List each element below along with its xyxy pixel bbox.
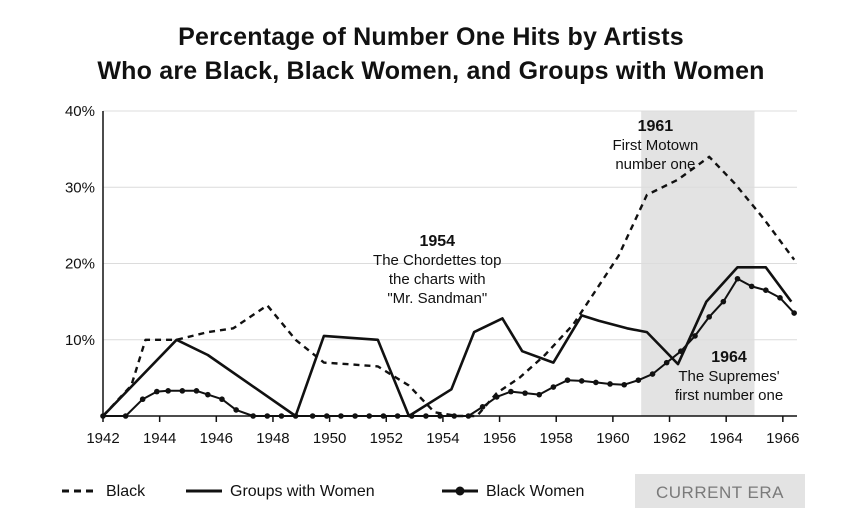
legend-label-groups-with-women: Groups with Women: [230, 483, 375, 500]
series-point-black-women: [564, 377, 571, 383]
x-tick-label-1966: 1966: [766, 430, 799, 447]
series-point-black-women: [593, 379, 599, 386]
chart-title: Percentage of Number One Hits by Artists…: [0, 20, 862, 88]
legend-label-black-women: Black Women: [486, 483, 584, 500]
series-point-black-women: [536, 391, 543, 398]
series-point-black-women: [508, 388, 514, 395]
series-point-black-women: [692, 333, 698, 339]
series-point-black-women: [621, 381, 628, 388]
annotation-1964-year: 1964: [711, 349, 747, 366]
series-point-black-women: [193, 388, 200, 394]
series-point-black-women: [550, 384, 557, 390]
x-tick-label-1956: 1956: [483, 430, 516, 447]
series-point-black-women: [706, 314, 712, 320]
annotation-1954-year: 1954: [419, 233, 455, 250]
legend-current-era-label: CURRENT ERA: [656, 483, 784, 502]
x-tick-label-1962: 1962: [653, 430, 686, 447]
series-point-black-women: [678, 348, 684, 354]
annotation-1961-year: 1961: [638, 118, 674, 135]
x-tick-label-1960: 1960: [596, 430, 629, 447]
series-point-black-women: [493, 394, 500, 400]
series-line-groups-with-women: [102, 265, 793, 418]
series-point-black-women: [748, 283, 755, 290]
series-point-black-women: [179, 388, 186, 394]
series-point-black-women: [522, 390, 528, 396]
y-tick-label-30: 30%: [65, 179, 95, 196]
annotation-1954-line-1: The Chordettes top: [373, 252, 501, 269]
series-point-black-women: [154, 388, 160, 395]
x-tick-label-1952: 1952: [370, 430, 403, 447]
series-point-black-women: [763, 287, 769, 293]
annotation-1961-line-2: number one: [615, 156, 695, 173]
legend-label-black: Black: [106, 483, 146, 500]
series-point-black-women: [720, 298, 727, 305]
y-tick-label-10: 10%: [65, 332, 95, 349]
annotation-1964-line-2: first number one: [675, 387, 783, 404]
x-tick-label-1946: 1946: [200, 430, 233, 447]
annotation-1964-line-1: The Supremes': [678, 368, 779, 385]
series-point-black-women: [663, 359, 670, 366]
series-point-black-women: [649, 371, 656, 377]
series-point-black-women: [219, 396, 225, 403]
legend-current-era-box: [635, 474, 805, 508]
annotation-1954-line-2: the charts with: [389, 271, 486, 288]
chart-title-line-2: Who are Black, Black Women, and Groups w…: [97, 57, 765, 85]
series-point-black-women: [635, 377, 642, 383]
series-point-black-women: [233, 407, 239, 413]
y-tick-label-40: 40%: [65, 103, 95, 120]
series-point-black-women: [791, 310, 797, 316]
legend: Black Groups with Women Black Women CURRENT…: [62, 474, 805, 508]
annotations: 1961 First Motown number one 1954 The Chorde…: [373, 118, 783, 404]
gridlines: 10% 20% 30% 40%: [65, 103, 797, 349]
annotation-1954-line-3: "Mr. Sandman": [387, 290, 487, 307]
x-tick-label-1942: 1942: [86, 430, 119, 447]
x-tick-label-1958: 1958: [540, 430, 573, 447]
x-tick-label-1948: 1948: [256, 430, 289, 447]
series-point-black-women: [205, 391, 211, 398]
series-point-black-women: [734, 275, 741, 282]
chart-title-line-1: Percentage of Number One Hits by Artists: [178, 23, 684, 51]
series-point-black-women: [479, 404, 486, 410]
annotation-1961-line-1: First Motown: [612, 137, 698, 154]
series-point-black-women: [139, 396, 146, 403]
series-point-black-women: [165, 388, 171, 394]
x-tick-label-1964: 1964: [709, 430, 742, 447]
legend-marker-black-women: [455, 486, 465, 496]
series-point-black-women: [578, 378, 585, 384]
y-tick-label-20: 20%: [65, 256, 95, 273]
x-tick-label-1954: 1954: [426, 430, 459, 447]
axes: 1942 1944 1946 1948 1950 1952 1954 1956 1958 1960…: [86, 111, 800, 447]
series-point-black-women: [607, 381, 613, 387]
x-tick-label-1950: 1950: [313, 430, 346, 447]
x-tick-label-1944: 1944: [143, 430, 176, 447]
series-point-black-women: [777, 295, 783, 301]
